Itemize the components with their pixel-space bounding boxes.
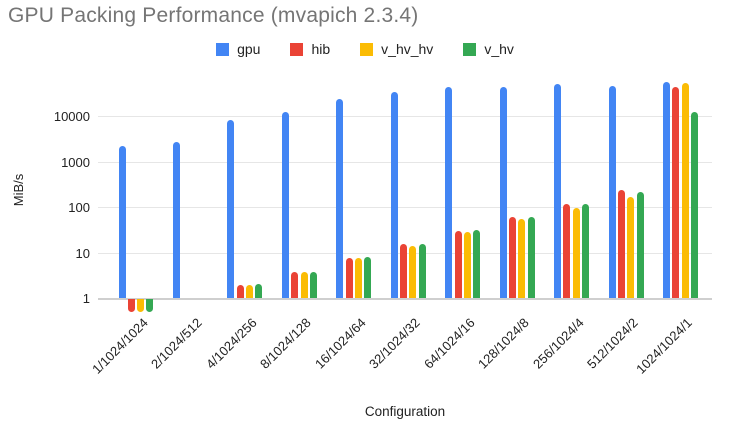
bar-v_hv_hv [409,245,417,299]
x-tick-label: 256/1024/4 [529,315,587,372]
bar-hib [127,298,135,313]
x-tick-label: 8/1024/128 [257,315,314,372]
bar-v_hv [582,203,590,299]
bar-gpu [227,120,235,299]
bar-v_hv [418,243,426,299]
legend-item-v_hv: v_hv [463,41,514,57]
bar-v_hv_hv [354,257,362,299]
bar-v_hv_hv [627,197,635,299]
bar-v_hv_hv [246,284,254,299]
bar-v_hv_hv [681,83,689,299]
legend-label: v_hv [484,41,514,57]
bar-gpu [499,86,507,299]
legend-label: gpu [237,41,261,57]
x-tick-label: 4/1024/256 [202,315,260,372]
bar-v_hv [473,230,481,299]
bar-gpu [445,87,453,299]
bar-gpu [663,81,671,299]
bar-v_hv_hv [463,231,471,299]
bar-v_hv [690,111,698,299]
x-tick-label: 16/1024/64 [311,315,369,372]
x-tick-label: 128/1024/8 [475,315,532,372]
x-tick-label: 32/1024/32 [366,315,423,372]
legend-swatch-v_hv [463,42,477,56]
legend-label: v_hv_hv [381,41,434,57]
bar-v_hv_hv [300,272,308,299]
bar-hib [291,271,299,299]
bar-v_hv [636,191,644,299]
legend-item-gpu: gpu [216,41,260,57]
y-tick-label: 100 [68,200,90,215]
bar-hib [454,231,462,299]
y-tick-label: 1000 [61,154,90,170]
bar-hib [236,284,244,299]
x-tick-label: 1024/1024/1 [633,315,696,377]
bar-gpu [336,99,344,299]
legend-item-hib: hib [290,41,330,57]
bar-gpu [554,84,562,299]
bar-hib [563,203,571,299]
bar-hib [672,87,680,299]
x-tick-label: 1/1024/1024 [88,315,151,377]
bar-v_hv_hv [572,208,580,299]
bar-v_hv_hv [518,219,526,299]
y-axis-title: MiB/s [11,173,26,207]
y-tick-label: 10000 [53,109,90,124]
bar-v_hv [146,298,154,313]
axis-baseline [98,297,712,300]
gridline [98,207,712,208]
x-tick-label: 64/1024/16 [420,315,478,372]
bar-hib [617,190,625,299]
legend-item-v_hv_hv: v_hv_hv [360,41,433,57]
x-tick-label: 512/1024/2 [584,315,641,372]
bar-v_hv [527,216,535,299]
chart-title: GPU Packing Performance (mvapich 2.3.4) [8,4,419,27]
legend: gpu hib v_hv_hv v_hv [0,41,730,57]
bar-hib [509,217,516,299]
bar-v_hv [364,257,372,299]
bar-gpu [390,91,398,299]
legend-label: hib [311,41,331,57]
bar-v_hv [255,283,263,299]
y-tick-label: 1 [82,291,90,306]
bar-gpu [118,146,126,299]
bar-v_hv_hv [137,298,145,313]
gridline [98,161,712,163]
gridline [98,116,712,117]
x-axis-title: Configuration [364,404,446,419]
bar-gpu [173,141,180,299]
legend-swatch-hib [290,42,304,56]
legend-swatch-gpu [216,42,230,56]
bar-v_hv [309,271,317,299]
legend-swatch-v_hv_hv [360,42,374,56]
y-tick-label: 10 [75,245,90,261]
bar-gpu [608,85,616,299]
x-tick-label: 2/1024/512 [148,315,206,372]
bar-gpu [281,111,289,299]
bar-hib [400,244,408,299]
bar-hib [345,257,353,299]
